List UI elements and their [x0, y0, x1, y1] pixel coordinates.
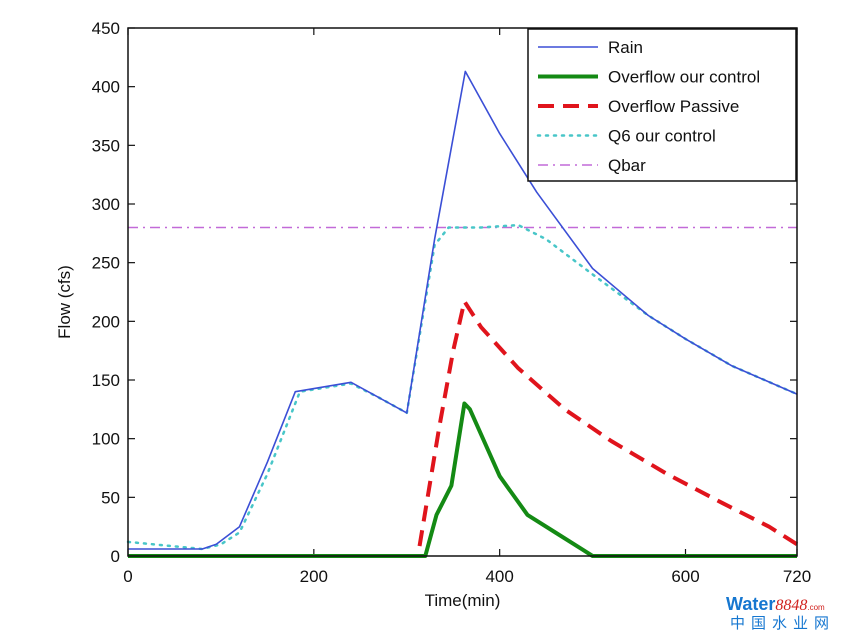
watermark-suffix: .com	[807, 603, 825, 612]
watermark-number: 8848	[775, 597, 807, 614]
series-line-rain	[128, 70, 798, 550]
y-tick-label: 150	[92, 371, 120, 390]
y-tick-label: 400	[92, 78, 120, 97]
legend-label-overflow-passive: Overflow Passive	[608, 97, 739, 116]
watermark-brand: Water	[726, 594, 775, 614]
x-tick-label: 200	[300, 567, 328, 586]
y-tick-label: 350	[92, 136, 120, 155]
y-axis-title: Flow (cfs)	[55, 265, 74, 339]
y-tick-label: 100	[92, 430, 120, 449]
legend-label-q6-our-control: Q6 our control	[608, 127, 716, 146]
site-watermark: Water8848.com 中国水业网	[726, 594, 835, 632]
legend-label-rain: Rain	[608, 38, 643, 57]
series-layer	[126, 70, 799, 558]
x-tick-label: 600	[671, 567, 699, 586]
x-tick-label: 400	[485, 567, 513, 586]
series-line-q6-our-control	[126, 223, 799, 551]
y-tick-label: 300	[92, 195, 120, 214]
y-tick-label: 0	[111, 547, 120, 566]
legend-label-overflow-our-control: Overflow our control	[608, 68, 760, 87]
y-tick-label: 50	[101, 488, 120, 507]
series-line-overflow-our-control	[128, 401, 797, 558]
legend-label-qbar: Qbar	[608, 156, 646, 175]
x-tick-label: 0	[123, 567, 132, 586]
watermark-chinese: 中国水业网	[730, 614, 835, 632]
plot-frame	[127, 27, 798, 557]
series-line-overflow-passive	[128, 299, 799, 558]
y-tick-label: 250	[92, 254, 120, 273]
legend: Rain Overflow our control Overflow Passive…	[527, 28, 797, 182]
x-tick-label: 720	[783, 567, 811, 586]
svg-text:Water8848.com: Water8848.com	[726, 594, 825, 614]
legend-items: Rain Overflow our control Overflow Passive…	[536, 38, 760, 175]
x-axis-title: Time(min)	[425, 591, 501, 610]
y-tick-label: 200	[92, 312, 120, 331]
y-tick-label: 450	[92, 19, 120, 38]
tick-labels-layer: 0 200 400 600 720 0 50 100 150 200 250 300 350 400 450	[92, 19, 812, 586]
